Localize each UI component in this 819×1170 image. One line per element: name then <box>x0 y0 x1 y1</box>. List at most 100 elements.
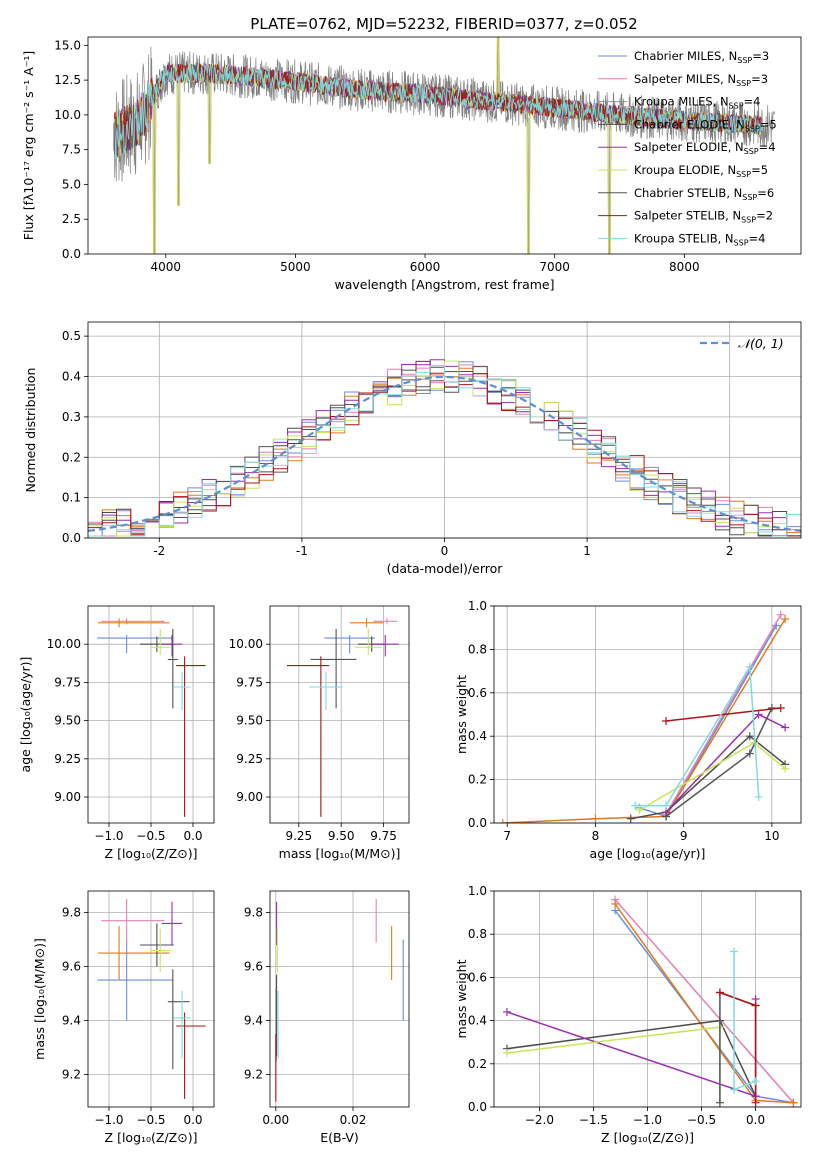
point-salpeter-elodie <box>161 901 183 945</box>
series-marker <box>781 764 790 773</box>
y-tick-label: 12.5 <box>54 73 81 87</box>
y-axis-label: mass weight <box>454 675 469 754</box>
series-marker <box>745 732 754 741</box>
x-tick-label: 1 <box>583 544 591 558</box>
x-axis-label: Z [log₁₀(Z/Z⊙)] <box>601 1130 694 1145</box>
age-vs-mass-axes: 9.25 9.50 9.75 9.00 9.25 9.50 9.75 10.00 mass [l… <box>229 605 410 861</box>
x-tick-label: 7000 <box>539 260 570 274</box>
series-kroupa-elodie <box>502 1023 724 1107</box>
model-spectrum-salpeter-stelib <box>113 63 763 148</box>
weight-vs-z-panel: −2.0 −1.5 −1.0 −0.5 0.0 0.0 0.2 0.4 0.6 0.8 1.0 Z [… <box>454 884 802 1145</box>
weight-vs-age-panel: 7 8 9 10 0.0 0.2 0.4 0.6 0.8 1.0 age [log₁₀(age/yr… <box>454 599 802 861</box>
spectrum-legend: Chabrier MILES, NSSP=3 Salpeter MILES, NS… <box>598 49 777 247</box>
mass-vs-ebv-grid <box>270 891 409 1107</box>
series-kroupa-stelib <box>729 947 760 1094</box>
x-tick-label: −1.5 <box>579 1113 608 1127</box>
series-marker <box>729 1085 738 1094</box>
series-line <box>506 1019 757 1097</box>
series-marker <box>745 662 754 671</box>
x-tick-label: 0.02 <box>340 1113 367 1127</box>
y-tick-label: 0.0 <box>62 247 81 261</box>
point-salpeter-miles <box>101 899 165 943</box>
series-marker <box>754 792 763 801</box>
series-salpeter-elodie <box>662 710 790 817</box>
age-vs-z-plot <box>97 618 206 817</box>
x-tick-label: 9.50 <box>328 829 355 843</box>
x-tick-label: 0.0 <box>746 1113 765 1127</box>
point-chabrier-elodie <box>140 923 174 967</box>
series-marker <box>781 615 790 624</box>
y-tick-label: 0.6 <box>468 686 487 700</box>
point-salpeter-stelib <box>176 656 206 817</box>
y-tick-label: 0.4 <box>468 1014 487 1028</box>
weight-vs-age-plot <box>498 610 790 823</box>
point-salpeter-miles <box>101 618 165 625</box>
series-marker <box>662 801 671 810</box>
legend-label: Kroupa STELIB, NSSP=4 <box>634 231 765 247</box>
series-line <box>614 899 794 1104</box>
y-tick-label: 9.75 <box>54 675 81 689</box>
normal-curve <box>88 375 801 532</box>
x-tick-label: 0 <box>441 544 449 558</box>
mass-vs-ebv-axes: 0.00 0.02 9.2 9.4 9.6 9.8 E(B-V) <box>244 890 410 1145</box>
y-tick-label: 9.50 <box>236 714 263 728</box>
point-kroupa-miles <box>349 618 384 628</box>
point-salpeter-miles <box>373 618 398 625</box>
age-vs-z-panel: −1.0 −0.5 0.0 9.00 9.25 9.50 9.75 10.00 Z [log₁₀… <box>18 605 215 861</box>
series-salpeter-elodie <box>502 995 760 1101</box>
x-tick-label: 9 <box>680 829 688 843</box>
series-marker <box>751 1098 760 1107</box>
point-chabrier-stelib <box>167 969 190 1070</box>
y-tick-label: 9.2 <box>62 1068 81 1082</box>
legend-label: Chabrier STELIB, NSSP=6 <box>634 186 774 202</box>
y-tick-label: 0.2 <box>468 1057 487 1071</box>
y-axis-label: age [log₁₀(age/yr)] <box>18 657 33 773</box>
y-tick-label: 9.00 <box>236 790 263 804</box>
y-tick-label: 9.25 <box>236 752 263 766</box>
series-marker <box>781 723 790 732</box>
y-tick-label: 10.00 <box>229 637 263 651</box>
y-tick-label: 9.4 <box>62 1014 81 1028</box>
x-axis-label: (data-model)/error <box>387 561 504 576</box>
point-kroupa-stelib <box>173 990 191 1059</box>
series-kroupa-miles <box>498 615 790 823</box>
residuals-grid <box>88 322 801 539</box>
x-axis-label: Z [log₁₀(Z/Z⊙)] <box>105 846 198 861</box>
spectrum-panel: 4000 5000 6000 7000 8000 0.0 2.5 5.0 7.5 10.0 12.5… <box>21 36 802 292</box>
mass-vs-z-axes: −1.0 −0.5 0.0 9.2 9.4 9.6 9.8 Z [log₁₀(Z/Z⊙)] ma… <box>32 890 215 1145</box>
mass-vs-z-plot <box>97 899 206 1099</box>
point-kroupa-elodie <box>150 628 171 655</box>
series-marker <box>626 814 635 823</box>
x-tick-label: 7 <box>503 829 511 843</box>
axes-frame <box>87 36 802 255</box>
x-tick-label: 10 <box>764 829 779 843</box>
series-salpeter-stelib <box>715 988 760 1107</box>
series-salpeter-miles <box>611 895 798 1107</box>
age-vs-mass-panel: 9.25 9.50 9.75 9.00 9.25 9.50 9.75 10.00 mass [l… <box>229 605 410 861</box>
x-tick-label: −0.5 <box>687 1113 716 1127</box>
mass-vs-z-grid <box>88 891 214 1107</box>
y-tick-label: 0.1 <box>62 491 81 505</box>
point-chabrier-miles <box>97 939 173 1021</box>
x-tick-label: −0.5 <box>136 829 165 843</box>
x-tick-label: 9.75 <box>370 829 397 843</box>
y-tick-label: 0.5 <box>62 329 81 343</box>
series-marker <box>751 1001 760 1010</box>
y-tick-label: 9.8 <box>244 906 263 920</box>
series-marker <box>591 814 600 823</box>
series-marker <box>776 610 785 619</box>
y-axis-label: mass weight <box>454 959 469 1038</box>
age-vs-mass-grid <box>270 606 409 823</box>
y-tick-label: 15.0 <box>54 38 81 52</box>
x-tick-label: 6000 <box>410 260 441 274</box>
point-kroupa-elodie <box>150 928 171 972</box>
mass-vs-ebv-panel: 0.00 0.02 9.2 9.4 9.6 9.8 E(B-V) <box>244 890 410 1145</box>
axes-frame <box>493 605 802 824</box>
y-tick-label: 0.0 <box>62 531 81 545</box>
weight-vs-age-axes: 7 8 9 10 0.0 0.2 0.4 0.6 0.8 1.0 age [log₁₀(age/yr… <box>454 599 802 861</box>
axes-frame <box>269 890 410 1108</box>
x-tick-label: 8 <box>592 829 600 843</box>
series-line <box>614 909 794 1104</box>
y-tick-label: 9.6 <box>244 960 263 974</box>
y-axis-label: Normed distribution <box>23 368 38 493</box>
